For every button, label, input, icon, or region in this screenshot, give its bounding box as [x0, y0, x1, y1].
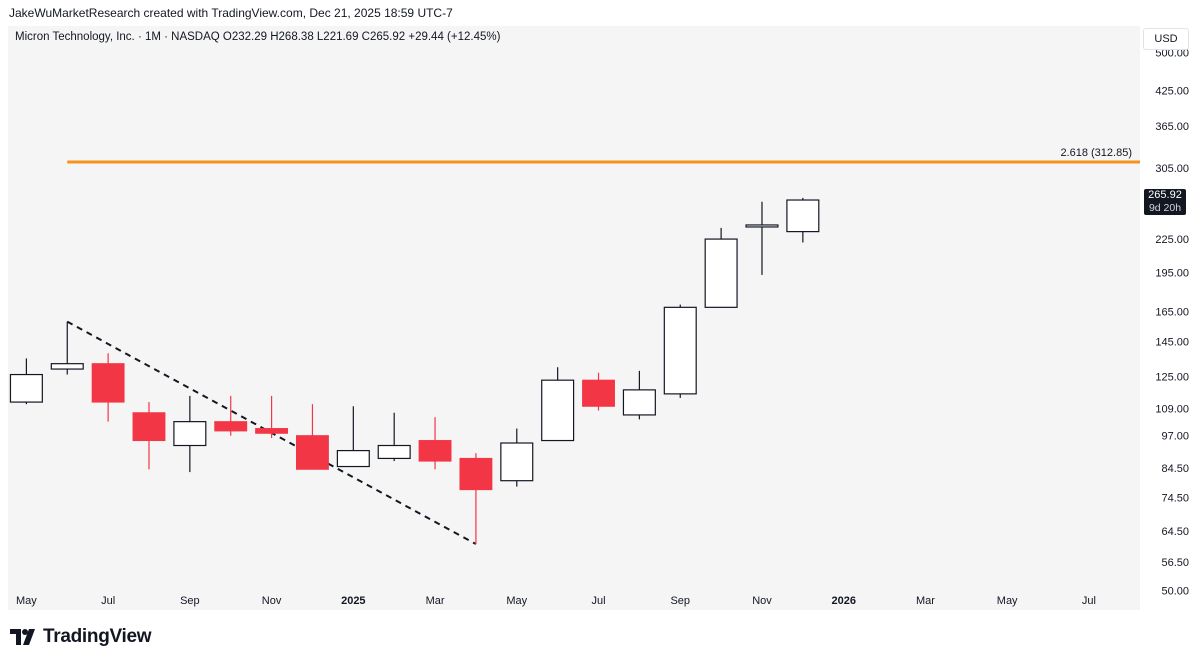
candle	[336, 406, 370, 468]
price-tick-label: 84.50	[1161, 463, 1189, 475]
price-chart[interactable]: 2.618 (312.85) 500.00 425.00 365.00 305.00 2…	[8, 26, 1200, 610]
candle	[377, 412, 411, 462]
time-tick-label: Jul	[1082, 595, 1096, 607]
candle-body-up	[541, 379, 575, 442]
candle-body-up	[50, 363, 84, 370]
candle-body-down	[255, 428, 289, 434]
candle-body-up	[622, 389, 656, 416]
time-tick-label: Nov	[262, 595, 282, 607]
time-tick-label: Jul	[101, 595, 115, 607]
bar-countdown: 9d 20h	[1148, 201, 1182, 214]
fib-layer: 2.618 (312.85)	[67, 147, 1140, 164]
time-tick-label: Mar	[916, 595, 935, 607]
price-tick-label: 165.00	[1155, 307, 1189, 319]
candle	[786, 197, 820, 243]
time-tick-label: May	[506, 595, 527, 607]
candle-layer	[9, 197, 820, 545]
candle	[500, 428, 534, 487]
candle-body-down	[459, 457, 493, 491]
price-tick-label: 64.50	[1161, 526, 1189, 538]
candle	[91, 353, 125, 422]
symbol-legend[interactable]: Micron Technology, Inc. · 1M · NASDAQ O2…	[15, 31, 501, 43]
price-tick-label: 145.00	[1155, 337, 1189, 349]
time-tick-label: Jul	[591, 595, 605, 607]
time-tick-label: 2026	[831, 595, 855, 607]
tradingview-logo[interactable]: TradingView	[10, 626, 152, 648]
price-tick-label: 500.00	[1155, 47, 1189, 59]
price-tick-label: 109.00	[1155, 403, 1189, 415]
price-tick-label: 425.00	[1155, 85, 1189, 97]
chart-area[interactable]: 2.618 (312.85) 500.00 425.00 365.00 305.00 2…	[8, 26, 1189, 610]
time-axis: May Jul Sep Nov 2025 Mar May Jul Sep Nov 2026 Mar Ma…	[16, 595, 1096, 607]
price-tick-label: 74.50	[1161, 492, 1189, 504]
price-axis: 500.00 425.00 365.00 305.00 225.00 195.00 165.…	[1155, 47, 1189, 597]
candle	[582, 372, 615, 411]
candle-body-up	[377, 444, 411, 460]
price-tick-label: 97.00	[1161, 431, 1189, 443]
candle-body-up	[173, 421, 207, 447]
time-tick-label: May	[997, 595, 1018, 607]
chart-credit: JakeWuMarketResearch created with Tradin…	[9, 6, 453, 20]
candle	[622, 370, 656, 420]
candle-body-up	[745, 224, 779, 228]
time-tick-label: 2025	[341, 595, 365, 607]
time-tick-label: Sep	[180, 595, 200, 607]
candle	[173, 395, 207, 473]
candle	[132, 402, 166, 470]
candle	[418, 417, 452, 470]
candle-body-down	[214, 421, 248, 432]
tradingview-logo-icon	[10, 629, 35, 645]
candle	[255, 395, 289, 439]
time-tick-label: Mar	[426, 595, 445, 607]
candle	[214, 395, 248, 436]
time-tick-label: May	[16, 595, 37, 607]
candle	[745, 201, 779, 275]
candle-body-up	[336, 449, 370, 468]
candle	[704, 227, 738, 308]
candle	[296, 404, 329, 470]
price-tick-label: 305.00	[1155, 163, 1189, 175]
candle-body-up	[786, 199, 820, 233]
last-price-value: 265.92	[1148, 189, 1182, 201]
candle-body-up	[500, 442, 534, 482]
tradingview-brand: TradingView	[43, 626, 152, 647]
candle-body-up	[9, 373, 43, 403]
candle-body-down	[296, 435, 329, 470]
candle-body-up	[704, 238, 738, 308]
price-tick-label: 365.00	[1155, 121, 1189, 133]
price-tick-label: 125.00	[1155, 371, 1189, 383]
candle-body-up	[663, 306, 697, 395]
candle-body-down	[418, 440, 452, 462]
price-tick-label: 50.00	[1161, 586, 1189, 598]
candle	[459, 453, 493, 545]
candle	[50, 321, 84, 375]
candle-body-down	[582, 379, 615, 407]
fib-level-label: 2.618 (312.85)	[1060, 147, 1132, 159]
time-tick-label: Sep	[670, 595, 690, 607]
candle	[663, 304, 697, 398]
candle	[541, 367, 575, 442]
last-price-badge: 265.92 9d 20h	[1144, 189, 1186, 215]
price-tick-label: 225.00	[1155, 234, 1189, 246]
price-tick-label: 56.50	[1161, 557, 1189, 569]
candle-body-down	[91, 363, 125, 403]
currency-button[interactable]: USD	[1143, 28, 1189, 50]
price-tick-label: 195.00	[1155, 268, 1189, 280]
candle	[9, 358, 43, 405]
candle-body-down	[132, 412, 166, 442]
time-tick-label: Nov	[752, 595, 772, 607]
